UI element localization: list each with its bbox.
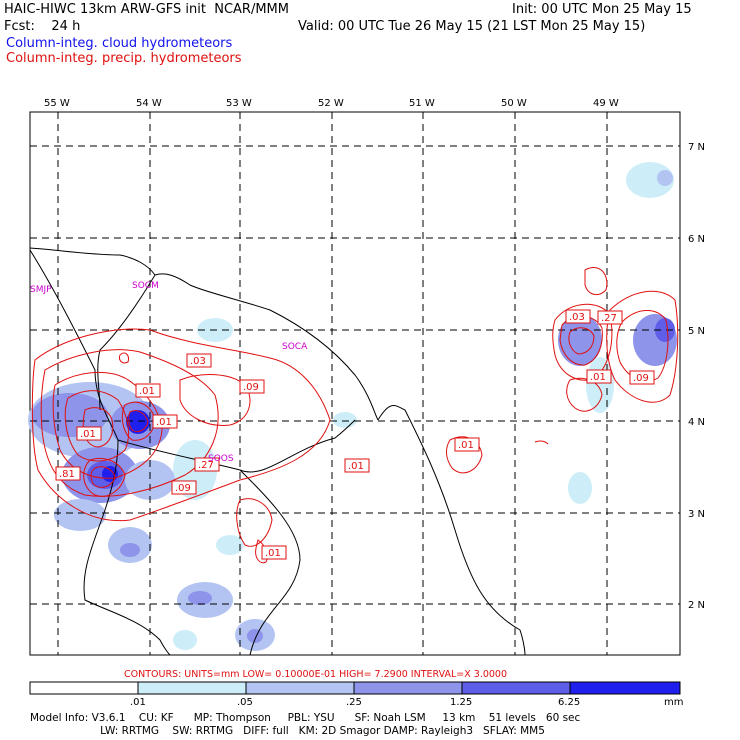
- lat-label: 6 N: [688, 234, 705, 245]
- field-cloud-title: Column-integ. cloud hydrometeors: [6, 36, 233, 51]
- cloud-blob: [657, 170, 673, 186]
- cloud-blob: [216, 535, 244, 555]
- precip-label: .81: [59, 469, 75, 480]
- lat-label: 3 N: [688, 509, 705, 520]
- cloud-blob: [125, 460, 175, 500]
- color-bar-ticks: .01 .05 .25 1.25 6.25 mm: [130, 697, 683, 708]
- lat-label: 4 N: [688, 417, 705, 428]
- contour-info: CONTOURS: UNITS=mm LOW= 0.10000E-01 HIGH…: [124, 669, 507, 680]
- init-time: Init: 00 UTC Mon 25 May 15: [512, 2, 692, 17]
- colorbar-tick: .05: [237, 697, 253, 708]
- station-label: SOOS: [208, 454, 234, 464]
- colorbar-tick: 6.25: [558, 697, 580, 708]
- lat-label: 5 N: [688, 326, 705, 337]
- cloud-blob: [120, 543, 140, 557]
- station-labels: SMJP SOCM SOCA SOOS: [30, 281, 308, 464]
- colorbar-units: mm: [664, 697, 683, 708]
- precip-label: .01: [80, 429, 96, 440]
- lon-label: 54 W: [136, 98, 162, 109]
- precip-label: .09: [243, 382, 259, 393]
- lon-axis-labels: 55 W 54 W 53 W 52 W 51 W 50 W 49 W: [44, 98, 619, 109]
- model-info-line2: LW: RRTMG SW: RRTMG DIFF: full KM: 2D Sm…: [30, 725, 545, 737]
- model-info-line1: Model Info: V3.6.1 CU: KF MP: Thompson P…: [30, 712, 581, 724]
- lon-label: 50 W: [501, 98, 527, 109]
- cloud-blob: [247, 629, 263, 643]
- precip-label: .03: [569, 312, 585, 323]
- lon-label: 55 W: [44, 98, 70, 109]
- precip-label: .03: [190, 356, 206, 367]
- precip-label: .01: [265, 548, 281, 559]
- colorbar-tick: .25: [346, 697, 362, 708]
- lon-label: 49 W: [593, 98, 619, 109]
- forecast-hour: Fcst: 24 h: [4, 19, 81, 34]
- lat-axis-labels: 7 N 6 N 5 N 4 N 3 N 2 N: [688, 142, 705, 611]
- precip-label: .01: [348, 461, 364, 472]
- cloud-blob: [188, 591, 212, 605]
- precip-label: .01: [156, 417, 172, 428]
- precip-label: .01: [139, 386, 155, 397]
- cloud-blob: [558, 314, 602, 366]
- lat-label: 7 N: [688, 142, 705, 153]
- precip-label: .27: [601, 313, 617, 324]
- station-label: SOCA: [282, 342, 308, 352]
- cloud-shading: [28, 162, 677, 651]
- cloud-blob: [173, 630, 197, 650]
- precip-label-group: .03 .01 .09 .01 .01 .27 .09 .81 .01 .01 …: [55, 309, 655, 560]
- political-boundaries: [29, 247, 526, 656]
- lon-label: 52 W: [318, 98, 344, 109]
- color-bar: [29, 681, 681, 695]
- lat-label: 2 N: [688, 600, 705, 611]
- cloud-blob: [333, 412, 357, 428]
- cloud-blob: [655, 318, 675, 342]
- colorbar-tick: .01: [130, 697, 146, 708]
- precip-label: .27: [198, 460, 214, 471]
- lat-lon-grid: [30, 112, 680, 655]
- valid-time: Valid: 00 UTC Tue 26 May 15 (21 LST Mon …: [298, 19, 646, 34]
- cloud-blob: [54, 499, 106, 531]
- station-label: SOCM: [132, 281, 159, 291]
- model-title: HAIC-HIWC 13km ARW-GFS init NCAR/MMM: [4, 2, 289, 17]
- cloud-blob: [32, 393, 108, 437]
- precip-label: .09: [175, 483, 191, 494]
- precip-label: .01: [590, 372, 606, 383]
- precip-label: .01: [458, 440, 474, 451]
- cloud-blob: [126, 410, 150, 434]
- map-frame: [29, 111, 681, 656]
- field-precip-title: Column-integ. precip. hydrometeors: [6, 51, 242, 66]
- lon-label: 51 W: [409, 98, 435, 109]
- lon-label: 53 W: [226, 98, 252, 109]
- station-label: SMJP: [30, 285, 52, 295]
- cloud-blob: [568, 472, 592, 504]
- precip-label: .09: [633, 373, 649, 384]
- colorbar-tick: 1.25: [450, 697, 472, 708]
